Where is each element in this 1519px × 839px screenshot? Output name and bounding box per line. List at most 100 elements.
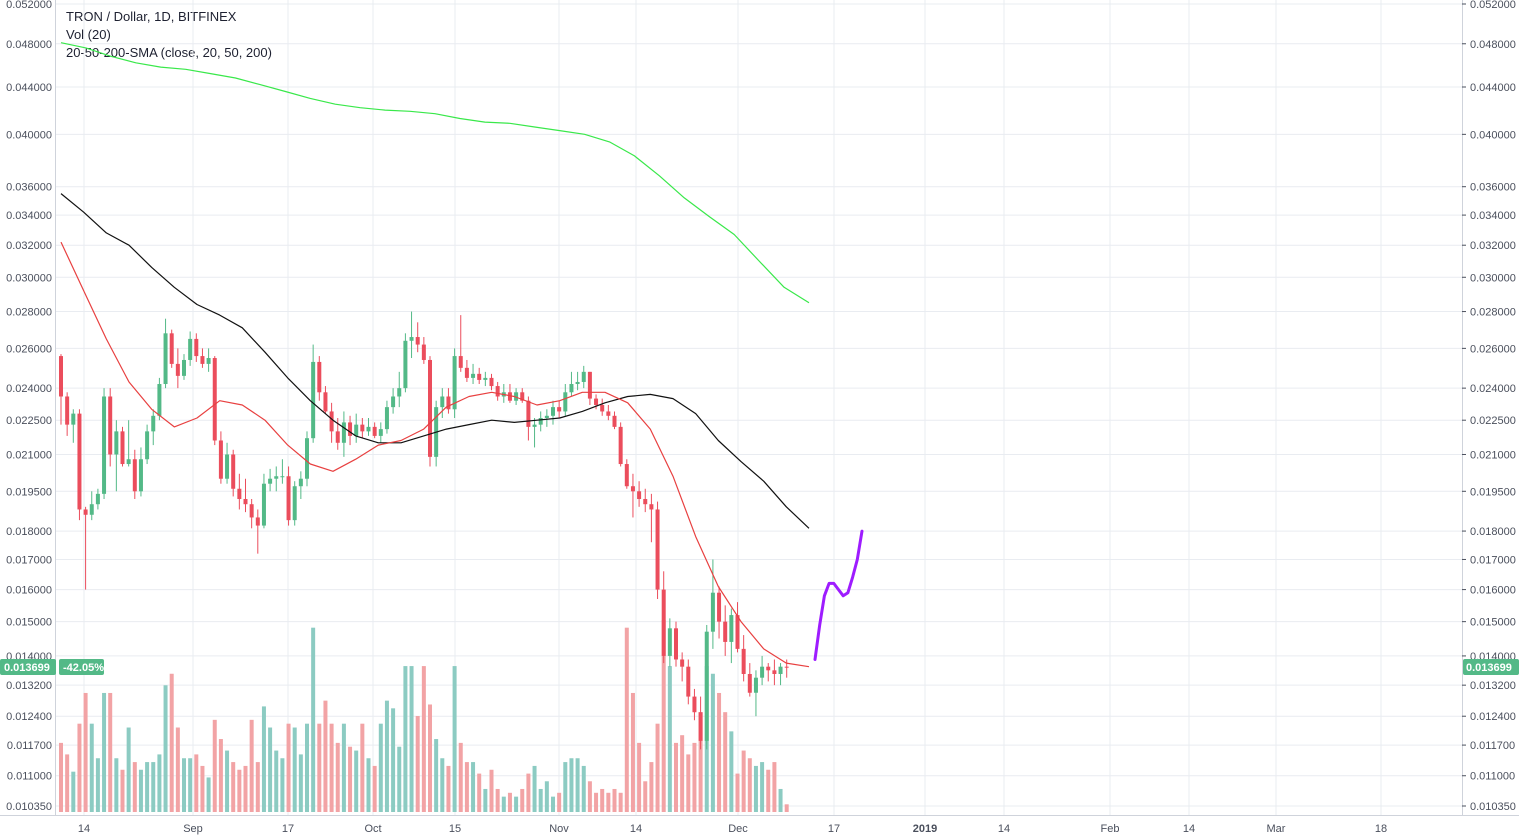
candle-body [458, 356, 463, 368]
price-tick-left: 0.034000 [6, 210, 52, 222]
candle-body [138, 459, 143, 492]
candle-body [354, 424, 359, 436]
volume-bar [452, 666, 457, 812]
price-badge-right [1463, 659, 1519, 675]
time-axis[interactable]: 14 Sep 17 Oct 15 Nov 14 Dec 17 2019 14 Feb 14 Mar 18 [78, 823, 1387, 835]
volume-bar [65, 754, 70, 812]
sma-indicator-label[interactable]: 20-50-200-SMA (close, 20, 50, 200) [66, 45, 272, 60]
candle-body [261, 483, 266, 526]
volume-bar [391, 708, 396, 812]
volume-bar [348, 746, 353, 812]
candle-body [372, 426, 377, 436]
volume-bar [95, 758, 100, 812]
volume-bar [434, 739, 439, 812]
candle-body [674, 628, 678, 660]
candle-body [446, 396, 451, 410]
user-drawing[interactable] [813, 529, 864, 661]
volume-bar [145, 762, 150, 812]
sma50-line [60, 193, 810, 529]
volume-bar [200, 765, 205, 812]
candle-body [624, 464, 629, 487]
price-tick-right: 0.010350 [1470, 801, 1516, 813]
volume-bar [526, 773, 531, 812]
candle-body [563, 392, 568, 412]
volume-indicator-label[interactable]: Vol (20) [66, 27, 111, 42]
price-tick-left: 0.018000 [6, 526, 52, 538]
price-tick-right: 0.021000 [1470, 449, 1516, 461]
price-tick-right: 0.011700 [1470, 740, 1515, 752]
candle-body [778, 666, 783, 674]
volume-bar [594, 792, 599, 812]
price-tick-right: 0.018000 [1470, 526, 1516, 538]
time-tick: 14 [998, 823, 1010, 835]
candle-body [618, 426, 623, 465]
volume-bar [495, 788, 500, 812]
candle-body [212, 358, 217, 441]
candle-body [255, 517, 260, 526]
volume-bar [114, 758, 119, 812]
price-tick-right: 0.044000 [1470, 82, 1516, 94]
volume-bar [698, 712, 703, 812]
candle-body [292, 486, 297, 521]
price-tick-right: 0.026000 [1470, 343, 1516, 355]
candle-body [341, 422, 346, 443]
candle-body [348, 422, 353, 436]
price-axis-right[interactable]: 0.052000 0.048000 0.044000 0.040000 0.036000… [1462, 0, 1516, 813]
price-tick-right: 0.019500 [1470, 486, 1516, 498]
candle-body [384, 407, 389, 430]
candle-body [391, 396, 396, 408]
price-tick-left: 0.048000 [6, 39, 52, 51]
candle-body [188, 338, 193, 360]
candle-body [526, 400, 531, 427]
candle-body [249, 504, 254, 518]
candle-body [747, 673, 752, 693]
price-tick-left: 0.028000 [6, 307, 52, 319]
candle-body [329, 411, 334, 432]
candle-body [600, 404, 605, 412]
candle-body [483, 377, 488, 380]
volume-bar [760, 762, 765, 812]
candle-body [237, 488, 242, 500]
projection-drawing[interactable] [813, 529, 864, 661]
volume-bar [680, 735, 685, 812]
volume-bar [102, 692, 107, 812]
candle-body [243, 499, 248, 505]
price-tick-left: 0.024000 [6, 383, 52, 395]
volume-bar [59, 742, 63, 812]
price-tick-left: 0.011000 [7, 771, 52, 783]
volume-bar [710, 673, 715, 812]
volume-bar [655, 723, 660, 812]
volume-bar [551, 796, 555, 812]
price-tick-left: 0.036000 [6, 182, 52, 194]
time-tick: 18 [1375, 823, 1387, 835]
volume-bar [557, 792, 562, 812]
candle-body [145, 431, 150, 460]
volume-bar [729, 731, 734, 812]
volume-bar [649, 762, 654, 812]
candle-body [723, 621, 728, 642]
volume-bar [249, 719, 254, 812]
candle-body [114, 431, 119, 455]
candle-body [65, 396, 70, 425]
candle-body [366, 426, 371, 432]
price-tick-right: 0.015000 [1470, 617, 1516, 629]
time-tick: Dec [728, 823, 748, 835]
price-axis-left[interactable]: 0.052000 0.048000 0.044000 0.040000 0.036000… [6, 0, 52, 813]
candle-body [169, 333, 174, 364]
candle-body [182, 359, 186, 376]
volume-bar [587, 781, 592, 812]
volume-bar [120, 769, 125, 812]
volume-bar [464, 762, 469, 812]
price-tick-right: 0.022500 [1470, 415, 1516, 427]
volume-bar [600, 788, 605, 812]
volume-bar [778, 788, 783, 812]
volume-bar [384, 700, 389, 812]
axes [0, 0, 1519, 816]
candle-body [421, 344, 426, 360]
candle-body [630, 486, 635, 492]
time-tick: Mar [1267, 823, 1286, 835]
symbol-title[interactable]: TRON / Dollar, 1D, BITFINEX [66, 9, 237, 24]
volume-bar [261, 706, 266, 812]
volume-bar [354, 750, 359, 812]
